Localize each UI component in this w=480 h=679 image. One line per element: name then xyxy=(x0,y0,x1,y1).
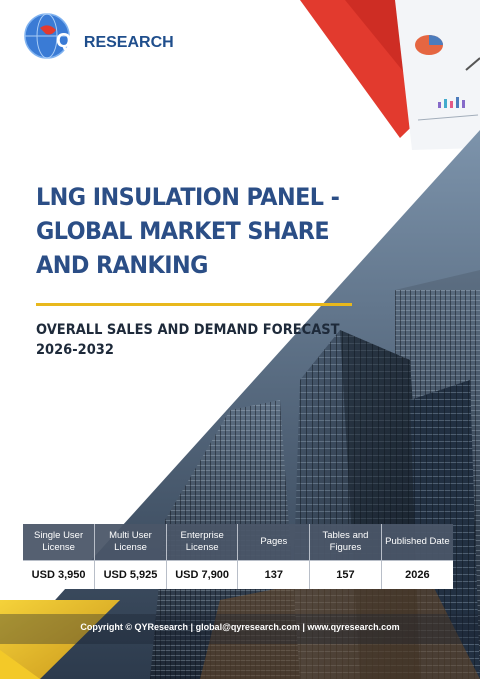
pricing-value-row: USD 3,950 USD 5,925 USD 7,900 137 157 20… xyxy=(23,560,453,589)
logo-globe-icon xyxy=(24,13,70,59)
price-enterprise[interactable]: USD 7,900 xyxy=(166,560,239,589)
logo-mark-text: QY xyxy=(56,30,84,52)
published-year: 2026 xyxy=(381,560,453,589)
report-title: LNG INSULATION PANEL - GLOBAL MARKET SHA… xyxy=(36,183,340,279)
footer-contact[interactable]: Copyright © QYResearch | global@qyresear… xyxy=(80,622,400,632)
qyresearch-logo: QYRESEARCH xyxy=(22,8,182,68)
header-pages: Pages xyxy=(237,524,311,561)
report-subtitle: OVERALL SALES AND DEMAND FORECAST 2026-2… xyxy=(36,322,340,358)
header-published-date: Published Date xyxy=(381,524,453,561)
header-single-user: Single User License xyxy=(23,524,96,561)
logo-wordmark: QYRESEARCH xyxy=(56,30,174,53)
header-tables-figures: Tables and Figures xyxy=(309,524,382,561)
price-single-user[interactable]: USD 3,950 xyxy=(23,560,96,589)
title-divider xyxy=(36,303,352,306)
header-enterprise: Enterprise License xyxy=(166,524,239,561)
price-multi-user[interactable]: USD 5,925 xyxy=(94,560,167,589)
tables-figures-count: 157 xyxy=(309,560,382,589)
page-count: 137 xyxy=(237,560,311,589)
pricing-table: Single User License Multi User License E… xyxy=(23,524,453,589)
logo-rest-text: RESEARCH xyxy=(83,34,174,51)
header-multi-user: Multi User License xyxy=(94,524,167,561)
pricing-header-row: Single User License Multi User License E… xyxy=(23,524,453,561)
